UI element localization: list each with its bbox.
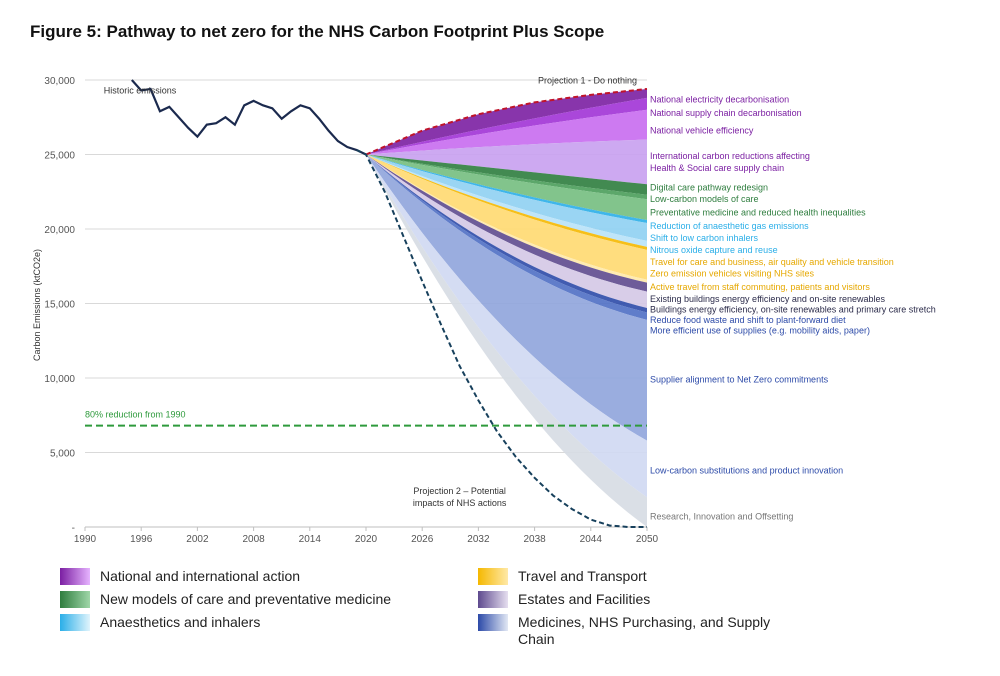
legend-label: Travel and Transport: [518, 568, 647, 584]
x-tick-label: 2008: [242, 534, 265, 545]
wedge-label: Existing buildings energy efficiency and…: [650, 294, 885, 304]
wedge-area: [366, 154, 647, 200]
wedge-area: [366, 154, 647, 241]
legend-swatch: [60, 568, 90, 585]
wedge-area: [366, 88, 647, 155]
y-tick-label: 10,000: [44, 374, 75, 385]
x-tick-label: 2020: [355, 534, 378, 545]
wedge-label: Nitrous oxide capture and reuse: [650, 245, 778, 255]
do-nothing-line: [365, 87, 648, 156]
wedge-label: National supply chain decarbonisation: [650, 108, 802, 118]
wedge-label: Digital care pathway redesign: [650, 182, 768, 192]
wedge-area: [366, 154, 647, 292]
wedge-area: [366, 109, 647, 155]
wedge-area: [366, 154, 647, 527]
wedge-label: More efficient use of supplies (e.g. mob…: [650, 325, 870, 335]
y-axis-label: Carbon Emissions (ktCO2e): [32, 249, 42, 361]
wedge-label: Zero emission vehicles visiting NHS site…: [650, 269, 815, 279]
wedge-label: Buildings energy efficiency, on-site ren…: [650, 304, 936, 314]
wedge-area: [366, 154, 647, 280]
x-tick-label: 2050: [636, 534, 659, 545]
historic-emissions-label: Historic emissions: [104, 85, 177, 95]
wedge-label: International carbon reductions affectin…: [650, 151, 810, 161]
wedge-area: [366, 154, 647, 498]
wedge-area: [366, 154, 647, 247]
wedge-label: Preventative medicine and reduced health…: [650, 208, 866, 218]
figure-title: Figure 5: Pathway to net zero for the NH…: [30, 22, 605, 41]
wedge-label: Active travel from staff commuting, pati…: [650, 282, 870, 292]
reduction-80-label: 80% reduction from 1990: [85, 410, 186, 420]
legend-label: National and international action: [100, 568, 301, 584]
legend-label: Medicines, NHS Purchasing, and Supply Ch…: [518, 614, 771, 647]
wedge-label: Research, Innovation and Offsetting: [650, 512, 793, 522]
wedge-label: Shift to low carbon inhalers: [650, 233, 759, 243]
projection2-line: [356, 149, 647, 528]
wedge-label: Low-carbon models of care: [650, 194, 759, 204]
legend-swatch: [60, 591, 90, 608]
chart-area: - 5,000 10,000 15,000 20,000 25,000 30,000 1990…: [32, 76, 936, 545]
x-tick-label: 2014: [299, 534, 322, 545]
wedge-label: Low-carbon substitutions and product inn…: [650, 465, 843, 475]
wedge-area: [366, 97, 647, 155]
y-tick-label: 15,000: [44, 300, 75, 311]
wedge-area: [366, 154, 647, 195]
wedge-label: National vehicle efficiency: [650, 126, 754, 136]
legend-label: Estates and Facilities: [518, 591, 651, 607]
projection2-label-line: impacts of NHS actions: [413, 498, 507, 508]
x-tick-label: 2032: [467, 534, 490, 545]
y-tick-label: 20,000: [44, 225, 75, 236]
wedge-area: [366, 154, 647, 441]
x-tick-label: 2038: [523, 534, 546, 545]
wedge-area: [366, 154, 647, 221]
legend-label: New models of care and preventative medi…: [100, 591, 392, 607]
wedge-label: National electricity decarbonisation: [650, 94, 789, 104]
wedge-label: Travel for care and business, air qualit…: [650, 257, 894, 267]
y-tick-label: 25,000: [44, 151, 75, 162]
do-nothing-label: Projection 1 - Do nothing: [538, 76, 637, 86]
wedge-area: [366, 154, 647, 308]
wedge-label: Reduction of anaesthetic gas emissions: [650, 221, 809, 231]
projection2-label-line: Projection 2 – Potential: [413, 486, 506, 496]
wedge-area: [366, 154, 647, 224]
wedge-label: Reduce food waste and shift to plant-for…: [650, 315, 846, 325]
y-tick-label: 5,000: [50, 449, 75, 460]
projection2-label: Projection 2 – Potential impacts of NHS a…: [413, 486, 507, 508]
historic-emissions-line: [131, 79, 367, 156]
legend-swatch: [478, 591, 508, 608]
legend-swatch: [478, 568, 508, 585]
wedge-area: [366, 139, 647, 185]
legend-swatch: [478, 614, 508, 631]
wedge-label: Health & Social care supply chain: [650, 163, 784, 173]
wedge-area: [366, 154, 647, 250]
y-tick-label: -: [72, 523, 75, 534]
x-tick-label: 2044: [580, 534, 603, 545]
x-tick-label: 1990: [74, 534, 97, 545]
x-tick-label: 2002: [186, 534, 209, 545]
legend-label: Anaesthetics and inhalers: [100, 614, 261, 630]
x-tick-label: 1996: [130, 534, 153, 545]
legend-swatch: [60, 614, 90, 631]
y-tick-label: 30,000: [44, 76, 75, 87]
x-tick-label: 2026: [411, 534, 434, 545]
wedge-label: Supplier alignment to Net Zero commitmen…: [650, 374, 829, 384]
